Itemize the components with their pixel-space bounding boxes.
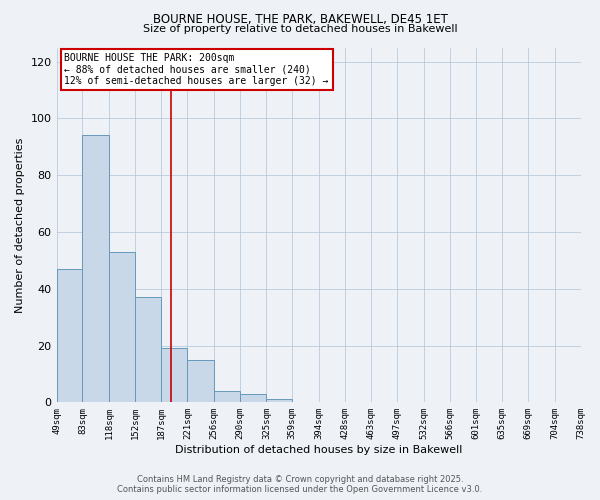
Bar xyxy=(56,269,82,402)
Bar xyxy=(161,348,187,403)
Bar xyxy=(187,360,214,403)
X-axis label: Distribution of detached houses by size in Bakewell: Distribution of detached houses by size … xyxy=(175,445,462,455)
Y-axis label: Number of detached properties: Number of detached properties xyxy=(15,137,25,312)
Text: Contains HM Land Registry data © Crown copyright and database right 2025.
Contai: Contains HM Land Registry data © Crown c… xyxy=(118,474,482,494)
Text: BOURNE HOUSE, THE PARK, BAKEWELL, DE45 1ET: BOURNE HOUSE, THE PARK, BAKEWELL, DE45 1… xyxy=(152,12,448,26)
Text: Size of property relative to detached houses in Bakewell: Size of property relative to detached ho… xyxy=(143,24,457,34)
Bar xyxy=(135,298,161,403)
Bar xyxy=(82,136,109,402)
Text: BOURNE HOUSE THE PARK: 200sqm
← 88% of detached houses are smaller (240)
12% of : BOURNE HOUSE THE PARK: 200sqm ← 88% of d… xyxy=(64,53,329,86)
Bar xyxy=(266,400,292,402)
Bar xyxy=(214,391,240,402)
Bar xyxy=(240,394,266,402)
Bar xyxy=(109,252,135,402)
